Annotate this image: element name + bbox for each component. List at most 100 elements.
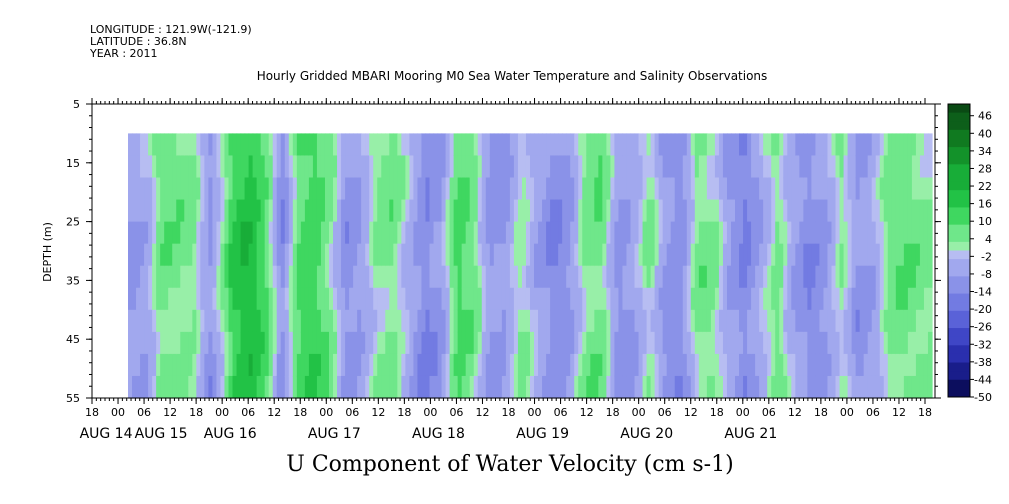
heatmap-cell — [755, 199, 760, 223]
heatmap-cell — [682, 155, 688, 179]
heatmap-cell — [610, 133, 616, 157]
heatmap-cell — [674, 177, 680, 201]
heatmap-cell — [626, 309, 632, 333]
heatmap-cell — [276, 353, 282, 377]
x-tick-label: 06 — [866, 406, 880, 419]
heatmap-cell — [477, 353, 483, 377]
heatmap-cell — [260, 287, 266, 311]
heatmap-cell — [839, 177, 845, 201]
heatmap-cell — [453, 243, 459, 267]
heatmap-cell — [493, 177, 499, 201]
heatmap-cell — [642, 287, 648, 311]
heatmap-cell — [132, 199, 137, 223]
heatmap-cell — [843, 331, 849, 355]
heatmap-cell — [208, 287, 214, 311]
heatmap-cell — [735, 309, 740, 333]
heatmap-cell — [333, 243, 338, 267]
heatmap-cell — [843, 353, 849, 377]
heatmap-cell — [232, 265, 238, 289]
heatmap-cell — [284, 177, 290, 201]
heatmap-cell — [477, 287, 483, 311]
heatmap-cell — [907, 309, 913, 333]
heatmap-cell — [815, 353, 821, 377]
heatmap-cell — [682, 265, 688, 289]
heatmap-cell — [144, 177, 149, 201]
heatmap-cell — [538, 375, 543, 399]
heatmap-cell — [333, 177, 338, 201]
heatmap-cell — [554, 177, 559, 201]
heatmap-cell — [228, 177, 234, 201]
heatmap-cell — [316, 133, 322, 157]
heatmap-cell — [357, 155, 362, 179]
heatmap-cell — [570, 309, 575, 333]
heatmap-cell — [706, 375, 712, 399]
heatmap-cell — [365, 309, 370, 333]
heatmap-cell — [694, 331, 700, 355]
heatmap-cell — [787, 199, 792, 223]
heatmap-cell — [851, 331, 857, 355]
heatmap-cell — [433, 287, 439, 311]
heatmap-cell — [272, 375, 278, 399]
heatmap-cell — [823, 375, 829, 399]
heatmap-cell — [521, 375, 527, 399]
heatmap-cell — [437, 243, 443, 267]
colorbar-swatch — [948, 121, 970, 131]
heatmap-cell — [606, 221, 611, 245]
heatmap-cell — [755, 265, 760, 289]
heatmap-cell — [767, 309, 772, 333]
heatmap-cell — [365, 353, 370, 377]
heatmap-cell — [357, 287, 362, 311]
heatmap-cell — [927, 243, 933, 267]
heatmap-cell — [554, 331, 559, 355]
heatmap-cell — [799, 287, 804, 311]
heatmap-cell — [722, 309, 728, 333]
heatmap-cell — [823, 133, 829, 157]
heatmap-cell — [200, 133, 205, 157]
heatmap-cell — [582, 265, 587, 289]
heatmap-cell — [843, 265, 849, 289]
heatmap-cell — [457, 199, 463, 223]
heatmap-cell — [871, 221, 877, 245]
heatmap-cell — [389, 287, 394, 311]
heatmap-cell — [698, 133, 704, 157]
heatmap-cell — [252, 221, 258, 245]
heatmap-cell — [654, 375, 660, 399]
heatmap-cell — [172, 243, 177, 267]
heatmap-cell — [602, 177, 607, 201]
heatmap-cell — [534, 177, 539, 201]
heatmap-cell — [324, 375, 330, 399]
heatmap-cell — [521, 133, 527, 157]
heatmap-cell — [337, 177, 342, 201]
heatmap-cell — [268, 375, 274, 399]
heatmap-cell — [779, 243, 784, 267]
heatmap-cell — [678, 133, 684, 157]
heatmap-cell — [224, 177, 230, 201]
heatmap-cell — [895, 199, 901, 223]
heatmap-cell — [373, 331, 378, 355]
heatmap-cell — [694, 221, 700, 245]
heatmap-cell — [341, 287, 346, 311]
heatmap-cell — [184, 309, 189, 333]
heatmap-cell — [240, 155, 246, 179]
heatmap-cell — [799, 265, 804, 289]
heatmap-cell — [875, 287, 881, 311]
heatmap-cell — [373, 375, 378, 399]
heatmap-cell — [879, 331, 885, 355]
heatmap-cell — [690, 243, 696, 267]
heatmap-cell — [911, 177, 917, 201]
heatmap-cell — [320, 199, 326, 223]
heatmap-cell — [240, 133, 246, 157]
heatmap-cell — [654, 221, 660, 245]
heatmap-cell — [485, 375, 491, 399]
heatmap-cell — [152, 199, 157, 223]
heatmap-cell — [891, 243, 897, 267]
heatmap-cell — [530, 287, 535, 311]
heatmap-cell — [465, 221, 471, 245]
heatmap-cell — [413, 243, 419, 267]
heatmap-cell — [851, 133, 857, 157]
heatmap-cell — [562, 199, 567, 223]
heatmap-cell — [718, 353, 724, 377]
heatmap-cell — [132, 331, 137, 355]
heatmap-cell — [554, 353, 559, 377]
heatmap-cell — [795, 199, 800, 223]
